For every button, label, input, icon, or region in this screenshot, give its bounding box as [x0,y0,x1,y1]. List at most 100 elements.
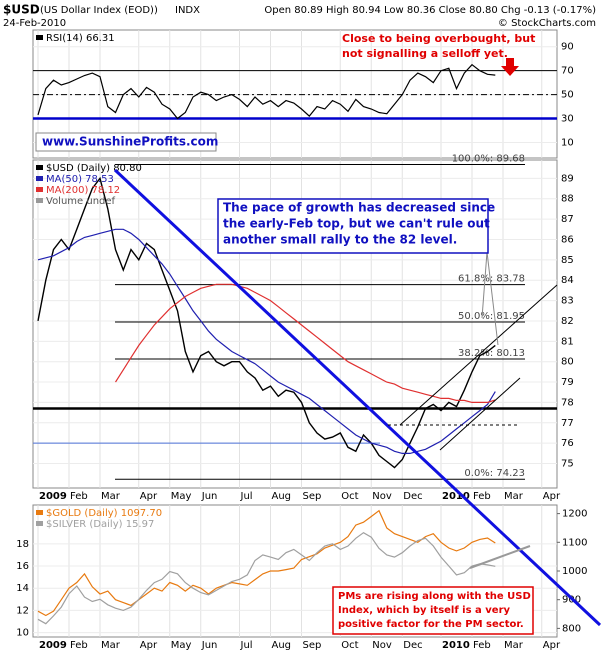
annotation-text: Index, which by itself is a very [338,605,511,616]
x-tick-label: Mar [101,640,121,651]
y-tick-label: 16 [16,561,29,572]
annotation-text: positive factor for the PM sector. [338,619,524,630]
index-name: (US Dollar Index (EOD)) [40,5,158,16]
series-line [37,509,496,617]
channel-line [439,377,521,451]
quote: Open 80.89 High 80.94 Low 80.36 Close 80… [264,5,596,16]
x-tick-label: Aug [272,640,292,651]
legend-label: MA(200) 78.12 [46,185,120,196]
x-tick-label: Mar [101,491,121,502]
y-tick-label: 10 [561,137,574,148]
annotation-text: The pace of growth has decreased since [223,201,495,215]
y-tick-label: 88 [561,194,574,205]
annotation-text: PMs are rising along with the USD [338,591,531,602]
y-tick-label: 77 [561,418,574,429]
y-tick-label: 82 [561,316,574,327]
x-tick-label: Aug [272,491,292,502]
pointer-line [486,251,499,346]
y-tick-label: 83 [561,296,574,307]
y-tick-label: 90 [561,42,574,53]
fib-label: 50.0%: 81.95 [458,311,525,322]
y2-tick-label: 1200 [562,509,587,520]
x-tick-label: Feb [70,640,88,651]
overlay: www.SunshineProfits.com $USD (US Dollar … [3,3,602,635]
y-tick-label: 78 [561,397,574,408]
copyright: © StockCharts.com [498,18,596,29]
series-line [37,63,496,120]
fib-label: 0.0%: 74.23 [464,468,525,479]
x-tick-label: Jun [201,491,218,502]
channel-line [399,284,558,426]
fib-label: 61.8%: 83.78 [458,274,525,285]
annotation-text: the early-Feb top, but we can't rule out [223,217,490,231]
x-tick-label: Oct [341,640,358,651]
series-line [37,176,496,469]
date: 24-Feb-2010 [3,18,66,29]
x-tick-label: Apr [140,640,158,651]
y-tick-label: 87 [561,214,574,225]
x-tick-label: Mar [504,640,524,651]
y-tick-label: 76 [561,438,574,449]
x-tick-label: Apr [543,491,561,502]
y-tick-label: 81 [561,336,574,347]
legend-swatch [36,521,43,526]
x-tick-label: Apr [140,491,158,502]
metal-trend-line [469,545,531,569]
annotation-text: Close to being overbought, but [342,32,535,45]
x-tick-label: Nov [372,491,392,502]
legend-label: MA(50) 78.53 [46,174,114,185]
y-tick-label: 10 [16,628,29,639]
series-line [37,531,496,625]
y2-tick-label: 800 [562,623,581,634]
x-tick-label: Sep [303,640,322,651]
y-tick-label: 89 [561,173,574,184]
fib-label: 100.0%: 89.68 [452,153,525,164]
annotation-box [332,586,534,635]
y-tick-label: 84 [561,275,574,286]
y-tick-label: 85 [561,255,574,266]
x-tick-label: Oct [341,491,358,502]
series-line [37,228,496,454]
legend-swatch [36,198,43,203]
x-tick-label: Sep [303,491,322,502]
x-tick-label: 2010 [442,640,470,651]
x-tick-label: Nov [372,640,392,651]
x-tick-label: Dec [403,491,422,502]
legend-swatch [36,187,43,192]
legend-swatch [36,165,43,170]
y-tick-label: 79 [561,377,574,388]
watermark-box [35,132,217,152]
symbol: $USD [3,3,40,17]
arrow [501,58,519,76]
y-tick-label: 80 [561,357,574,368]
x-tick-label: 2009 [39,491,67,502]
watermark: www.SunshineProfits.com [42,135,218,149]
legend-label: RSI(14) 66.31 [46,33,115,44]
x-tick-label: Apr [543,640,561,651]
y-tick-label: 70 [561,66,574,77]
y-tick-label: 18 [16,539,29,550]
y2-tick-label: 1100 [562,537,587,548]
x-tick-label: Feb [70,491,88,502]
x-tick-label: 2010 [442,491,470,502]
fib-label: 38.2%: 80.13 [458,348,525,359]
legend-swatch [36,35,43,40]
y-tick-label: 14 [16,583,29,594]
y-tick-label: 12 [16,605,29,616]
x-tick-label: Mar [504,491,524,502]
legend-label: $USD (Daily) 80.80 [46,163,142,174]
legend-label: Volume undef [46,196,116,207]
pointer-line [481,251,488,319]
x-tick-label: Dec [403,640,422,651]
y-tick-label: 30 [561,114,574,125]
exchange: INDX [175,5,200,16]
legend-label: $GOLD (Daily) 1097.70 [46,508,162,519]
x-tick-label: May [171,640,192,651]
x-tick-label: 2009 [39,640,67,651]
annotation-text: not signalling a selloff yet. [342,47,508,60]
y2-tick-label: 1000 [562,566,587,577]
legend-swatch [36,176,43,181]
y-tick-label: 50 [561,90,574,101]
